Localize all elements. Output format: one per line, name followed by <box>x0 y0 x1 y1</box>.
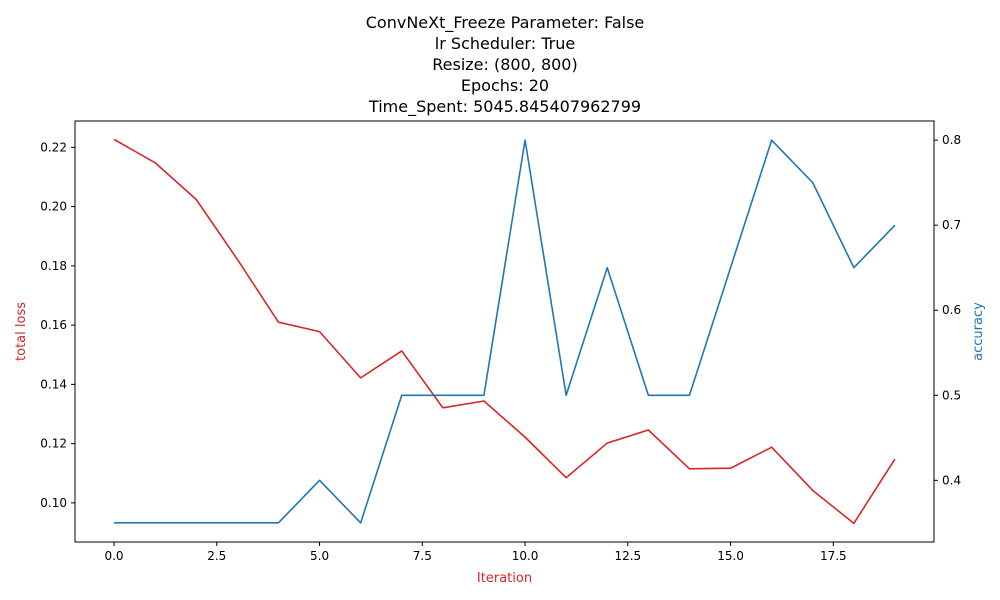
right-y-tick-label: 0.4 <box>942 473 961 487</box>
right-y-tick-label: 0.5 <box>942 388 961 402</box>
x-axis-ticks: 0.0 2.5 5.0 7.5 10.0 12.5 15.0 17.5 <box>104 542 847 563</box>
x-tick-label: 2.5 <box>207 549 226 563</box>
total-loss-line <box>113 138 896 525</box>
right-y-axis-ticks: 0.4 0.5 0.6 0.7 0.8 <box>934 133 961 487</box>
left-y-tick-label: 0.20 <box>40 200 67 214</box>
accuracy-line <box>114 139 896 524</box>
x-tick-label: 15.0 <box>717 549 744 563</box>
left-y-axis-ticks: 0.10 0.12 0.14 0.16 0.18 0.20 0.22 <box>40 140 75 510</box>
left-y-tick-label: 0.12 <box>40 437 67 451</box>
chart-title-line: ConvNeXt_Freeze Parameter: False <box>366 13 645 33</box>
x-tick-label: 17.5 <box>820 549 847 563</box>
chart-title-line: Time_Spent: 5045.845407962799 <box>368 97 641 117</box>
right-y-tick-label: 0.7 <box>942 218 961 232</box>
left-y-tick-label: 0.14 <box>40 377 67 391</box>
left-y-tick-label: 0.10 <box>40 496 67 510</box>
left-y-tick-label: 0.18 <box>40 259 67 273</box>
left-y-axis-label: total loss <box>14 302 29 361</box>
left-y-tick-label: 0.16 <box>40 318 67 332</box>
x-tick-label: 7.5 <box>413 549 432 563</box>
x-tick-label: 12.5 <box>614 549 641 563</box>
chart-title-line: lr Scheduler: True <box>435 34 575 53</box>
x-tick-label: 5.0 <box>310 549 329 563</box>
x-tick-label: 0.0 <box>104 549 123 563</box>
chart-title-line: Resize: (800, 800) <box>432 55 577 74</box>
plot-frame <box>74 120 935 543</box>
x-axis-label: Iteration <box>477 571 532 586</box>
right-y-tick-label: 0.8 <box>942 133 961 147</box>
left-y-tick-label: 0.22 <box>40 140 67 154</box>
series-group <box>113 138 896 525</box>
chart-title-line: Epochs: 20 <box>461 76 549 95</box>
right-y-tick-label: 0.6 <box>942 303 961 317</box>
x-tick-label: 10.0 <box>512 549 539 563</box>
right-y-axis-label: accuracy <box>971 302 986 361</box>
